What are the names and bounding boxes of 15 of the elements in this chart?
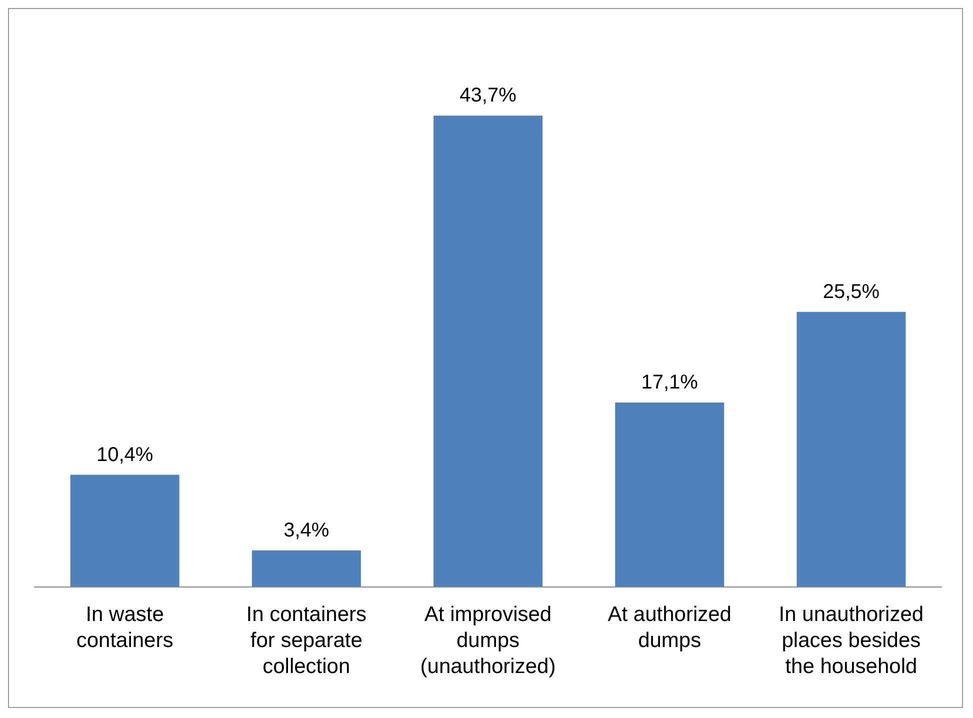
bar [70,474,180,587]
bar [796,312,906,587]
x-tick-label: In containers for separate collection [246,603,367,678]
data-label: 10,4% [96,444,154,466]
x-tick-label: In unauthorized places besides the household [778,603,924,678]
x-tick-label: At improvised dumps (unauthorized) [420,603,556,678]
data-label: 17,1% [641,372,698,394]
bar [252,550,361,587]
data-label: 25,5% [822,280,880,303]
bar [615,402,724,587]
x-tick-label: In waste containers [76,603,174,652]
data-label: 3,4% [284,519,330,542]
x-tick-label: At authorized dumps [608,603,732,652]
bar [434,116,543,587]
data-label: 43,7% [460,84,517,107]
